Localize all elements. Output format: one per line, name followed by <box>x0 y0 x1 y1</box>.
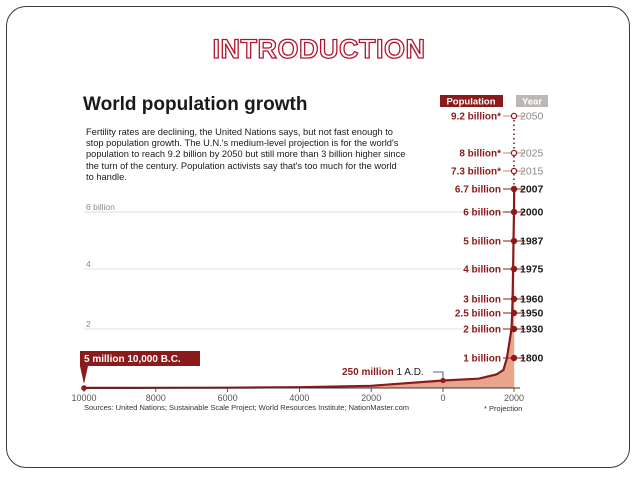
milestone-marker <box>510 208 518 216</box>
header-year: Year <box>522 97 542 108</box>
header-year-bg <box>516 95 548 107</box>
milestone-marker <box>510 325 518 333</box>
milestone-population: 6 billion <box>463 208 501 219</box>
start-annotation-bg <box>80 351 200 366</box>
x-tick-label: 6000 <box>218 393 238 403</box>
ad-annotation-label: 1 A.D. <box>396 367 423 378</box>
milestone-year: 2000 <box>520 207 544 219</box>
milestone-marker <box>510 295 518 303</box>
milestone-marker <box>510 309 518 317</box>
header-population: Population <box>446 97 495 108</box>
milestone-population: 6.7 billion <box>455 185 501 196</box>
chart-intro-text: Fertility rates are declining, the Unite… <box>86 127 406 182</box>
milestone-year: 2015 <box>520 166 544 178</box>
y-tick-label: 6 billion <box>86 202 115 212</box>
milestone-marker <box>510 265 518 273</box>
milestone-year: 1987 <box>520 236 544 248</box>
milestone-year: 2025 <box>520 148 544 160</box>
milestone-population: 3 billion <box>463 295 501 306</box>
x-tick-label: 2000 <box>504 393 524 403</box>
milestone-marker <box>510 112 518 120</box>
milestone-population: 2.5 billion <box>455 309 501 320</box>
x-tick-label: 10000 <box>71 393 96 403</box>
slide-title: INTRODUCTION <box>212 33 426 64</box>
slide-frame <box>6 6 630 468</box>
start-annotation: 5 million 10,000 B.C. <box>84 354 181 365</box>
projection-note: * Projection <box>484 404 523 413</box>
milestone-marker <box>510 354 518 362</box>
x-tick-label: 0 <box>440 393 445 403</box>
milestone-population: 4 billion <box>463 265 501 276</box>
milestone-year: 2007 <box>520 184 544 196</box>
x-tick-label: 4000 <box>289 393 309 403</box>
header-population-bg <box>440 95 503 107</box>
milestone-marker <box>510 149 518 157</box>
milestone-year: 1800 <box>520 353 544 365</box>
milestone-population: 5 billion <box>463 237 501 248</box>
milestone-year: 1975 <box>520 264 544 276</box>
sources-note: Sources: United Nations; Sustainable Sca… <box>84 403 410 412</box>
ad-annotation: 250 million 1 A.D. <box>342 367 424 378</box>
population-line <box>83 188 516 389</box>
milestone-year: 1930 <box>520 324 544 336</box>
start-marker <box>81 385 87 391</box>
milestone-population: 2 billion <box>463 325 501 336</box>
y-tick-label: 2 <box>86 319 91 329</box>
ad-annotation-value: 250 million <box>342 367 396 378</box>
milestone-population: 1 billion <box>463 354 501 365</box>
milestone-year: 2050 <box>520 111 544 123</box>
x-tick-label: 8000 <box>146 393 166 403</box>
x-tick-label: 2000 <box>361 393 381 403</box>
milestone-population: 9.2 billion* <box>451 112 501 123</box>
milestone-marker <box>510 237 518 245</box>
milestone-marker <box>510 185 518 193</box>
milestone-year: 1950 <box>520 308 544 320</box>
y-tick-label: 4 <box>86 259 91 269</box>
milestone-year: 1960 <box>520 294 544 306</box>
milestone-population: 8 billion* <box>459 149 501 160</box>
ad-leader <box>433 371 444 379</box>
ad-marker <box>440 377 446 384</box>
chart-title: World population growth <box>83 94 308 115</box>
milestone-marker <box>510 167 518 175</box>
start-annotation-pointer <box>80 366 88 384</box>
milestone-population: 7.3 billion* <box>451 167 501 178</box>
